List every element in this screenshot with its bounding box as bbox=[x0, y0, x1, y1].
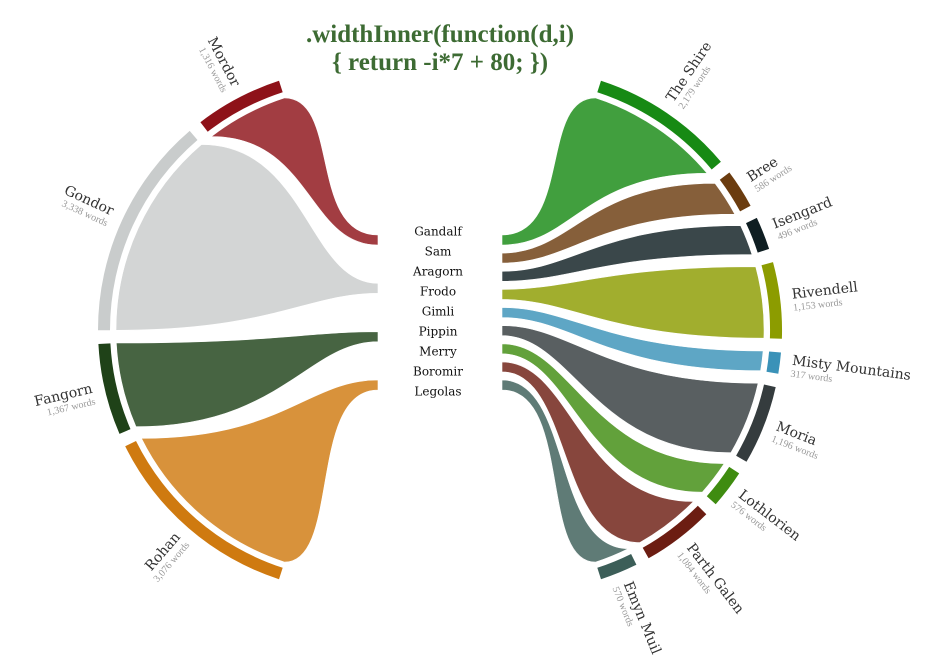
ribbon bbox=[501, 225, 753, 282]
ribbon bbox=[501, 266, 765, 339]
character-label: Frodo bbox=[420, 285, 456, 299]
arc bbox=[200, 80, 283, 132]
character-label: Gandalf bbox=[414, 225, 463, 239]
ribbon bbox=[501, 325, 759, 454]
character-label: Aragorn bbox=[412, 265, 463, 279]
ribbon bbox=[501, 97, 708, 246]
arc bbox=[125, 441, 283, 580]
arc bbox=[736, 384, 776, 462]
arc bbox=[597, 554, 637, 580]
ribbon bbox=[501, 361, 695, 543]
chart-title: .widthInner(function(d,i) bbox=[306, 21, 574, 48]
arc bbox=[746, 217, 770, 253]
ribbon bbox=[140, 379, 379, 563]
character-label: Gimli bbox=[422, 305, 455, 319]
ribbons bbox=[115, 97, 765, 563]
arc bbox=[719, 172, 751, 212]
arc bbox=[766, 351, 781, 374]
arc bbox=[761, 262, 783, 339]
arc bbox=[97, 130, 198, 331]
arcs bbox=[97, 80, 783, 580]
ribbon bbox=[210, 97, 379, 246]
chart-subtitle: { return -i*7 + 80; }) bbox=[332, 49, 548, 76]
ribbon bbox=[115, 331, 379, 428]
word-count: 317 words bbox=[790, 369, 833, 385]
character-label: Legolas bbox=[414, 385, 461, 399]
arc bbox=[597, 80, 721, 170]
ribbon bbox=[115, 144, 379, 331]
ribbon bbox=[501, 343, 725, 493]
arc-label: Rivendell bbox=[791, 279, 859, 302]
arc bbox=[706, 466, 740, 505]
character-label: Pippin bbox=[419, 325, 458, 339]
ribbon bbox=[501, 379, 629, 563]
arc bbox=[98, 343, 131, 434]
character-label: Sam bbox=[425, 245, 452, 259]
arc bbox=[642, 505, 707, 559]
ribbon bbox=[501, 182, 736, 264]
character-label: Boromir bbox=[413, 365, 463, 379]
ribbon bbox=[501, 307, 764, 372]
character-label: Merry bbox=[419, 345, 457, 359]
